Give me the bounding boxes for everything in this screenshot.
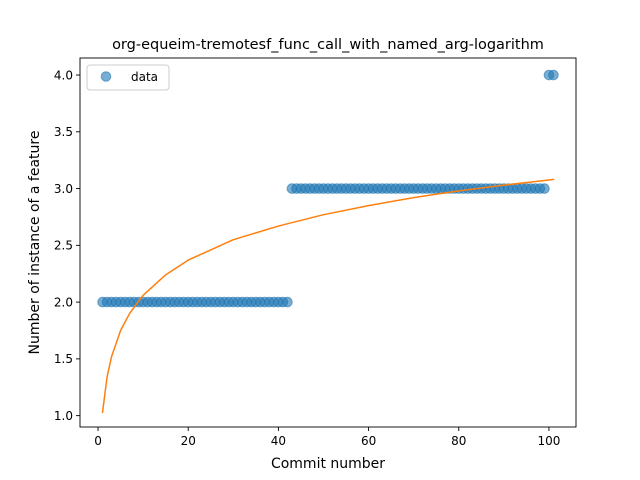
x-axis-label: Commit number <box>271 456 385 472</box>
y-tick-label: 4.0 <box>54 68 73 82</box>
legend-marker <box>100 71 112 82</box>
chart-title: org-equeim-tremotesf_func_call_with_name… <box>112 37 544 53</box>
x-tick-label: 20 <box>181 434 196 448</box>
fit-line <box>101 178 555 414</box>
y-tick-label: 2.5 <box>54 239 73 253</box>
data-point <box>548 69 559 81</box>
axes-frame <box>79 57 577 428</box>
data-point <box>539 183 550 194</box>
y-tick-label: 1.5 <box>54 352 73 366</box>
series-layer <box>97 69 559 414</box>
x-tick-label: 80 <box>451 434 466 448</box>
y-tick-label: 1.0 <box>54 409 73 423</box>
data-point <box>282 296 293 308</box>
x-tick-label: 60 <box>361 434 376 448</box>
legend-frame <box>86 64 170 91</box>
y-tick-label: 2.0 <box>54 295 73 309</box>
legend: data <box>86 64 170 91</box>
y-tick-label: 3.0 <box>54 182 73 196</box>
y-tick-label: 3.5 <box>54 125 73 139</box>
x-tick-label: 0 <box>94 434 102 448</box>
plot-area <box>80 58 576 427</box>
x-tick-label: 40 <box>271 434 286 448</box>
axes-layer: 0 20 40 60 80 100 1.0 1.5 2.0 2.5 3.0 3.5 4.0 <box>54 57 577 448</box>
y-axis-label: Number of instance of a feature <box>27 131 43 355</box>
legend-label-data: data <box>131 70 158 84</box>
x-tick-label: 100 <box>537 434 560 448</box>
